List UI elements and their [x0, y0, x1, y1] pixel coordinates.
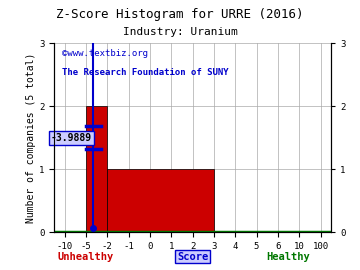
Text: -3.9889: -3.9889: [51, 133, 92, 143]
Text: Score: Score: [177, 252, 208, 262]
Text: Z-Score Histogram for URRE (2016): Z-Score Histogram for URRE (2016): [56, 8, 304, 21]
Bar: [86, 106, 107, 232]
Text: ©www.textbiz.org: ©www.textbiz.org: [62, 49, 148, 58]
Bar: [107, 169, 214, 232]
Text: Healthy: Healthy: [267, 252, 310, 262]
Text: Industry: Uranium: Industry: Uranium: [123, 27, 237, 37]
Text: Unhealthy: Unhealthy: [58, 252, 114, 262]
Text: The Research Foundation of SUNY: The Research Foundation of SUNY: [62, 68, 229, 77]
Y-axis label: Number of companies (5 total): Number of companies (5 total): [26, 52, 36, 223]
